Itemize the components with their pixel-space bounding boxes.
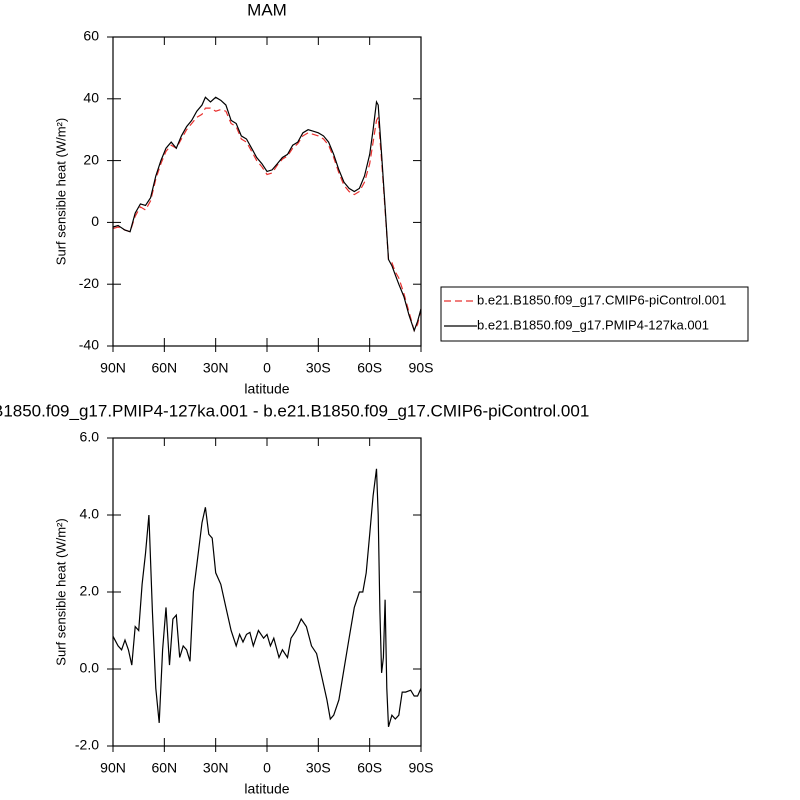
x-tick-label: 30S	[306, 360, 331, 376]
legend-label: b.e21.B1850.f09_g17.CMIP6-piControl.001	[477, 292, 726, 307]
data-line	[112, 107, 422, 333]
y-axis-label: Surf sensible heat (W/m²)	[53, 518, 68, 665]
x-tick-label: 0	[263, 360, 271, 376]
y-tick-label: 6.0	[80, 429, 100, 445]
y-tick-label: 20	[83, 151, 99, 167]
y-tick-label: -20	[79, 275, 99, 291]
y-axis-label: Surf sensible heat (W/m²)	[53, 118, 68, 265]
data-line	[112, 468, 422, 727]
x-tick-label: 90S	[409, 360, 434, 376]
y-tick-label: 60	[83, 28, 99, 44]
x-tick-label: 30S	[306, 760, 331, 776]
data-line	[112, 96, 422, 333]
legend-label: b.e21.B1850.f09_g17.PMIP4-127ka.001	[477, 317, 709, 332]
y-tick-label: -40	[79, 337, 99, 353]
y-tick-label: 0.0	[80, 660, 100, 676]
x-axis-label: latitude	[244, 381, 289, 397]
plot-frame	[112, 36, 422, 347]
y-tick-label: 0	[91, 213, 99, 229]
x-tick-label: 60N	[151, 360, 177, 376]
x-tick-label: 0	[263, 760, 271, 776]
x-tick-label: 30N	[203, 360, 229, 376]
x-tick-label: 60S	[357, 360, 382, 376]
y-tick-label: 4.0	[80, 506, 100, 522]
y-tick-label: 2.0	[80, 583, 100, 599]
x-tick-label: 60S	[357, 760, 382, 776]
x-tick-label: 90N	[100, 760, 126, 776]
x-tick-label: 90S	[409, 760, 434, 776]
x-tick-label: 90N	[100, 360, 126, 376]
y-tick-label: 40	[83, 90, 99, 106]
plot-frame	[112, 437, 422, 747]
chart-title: MAM	[247, 0, 287, 19]
legend-box	[440, 286, 749, 342]
chart-title: b.e21.B1850.f09_g17.PMIP4-127ka.001 - b.…	[0, 401, 589, 420]
x-tick-label: 30N	[203, 760, 229, 776]
x-axis-label: latitude	[244, 781, 289, 797]
x-tick-label: 60N	[151, 760, 177, 776]
y-tick-label: -2.0	[75, 737, 99, 753]
